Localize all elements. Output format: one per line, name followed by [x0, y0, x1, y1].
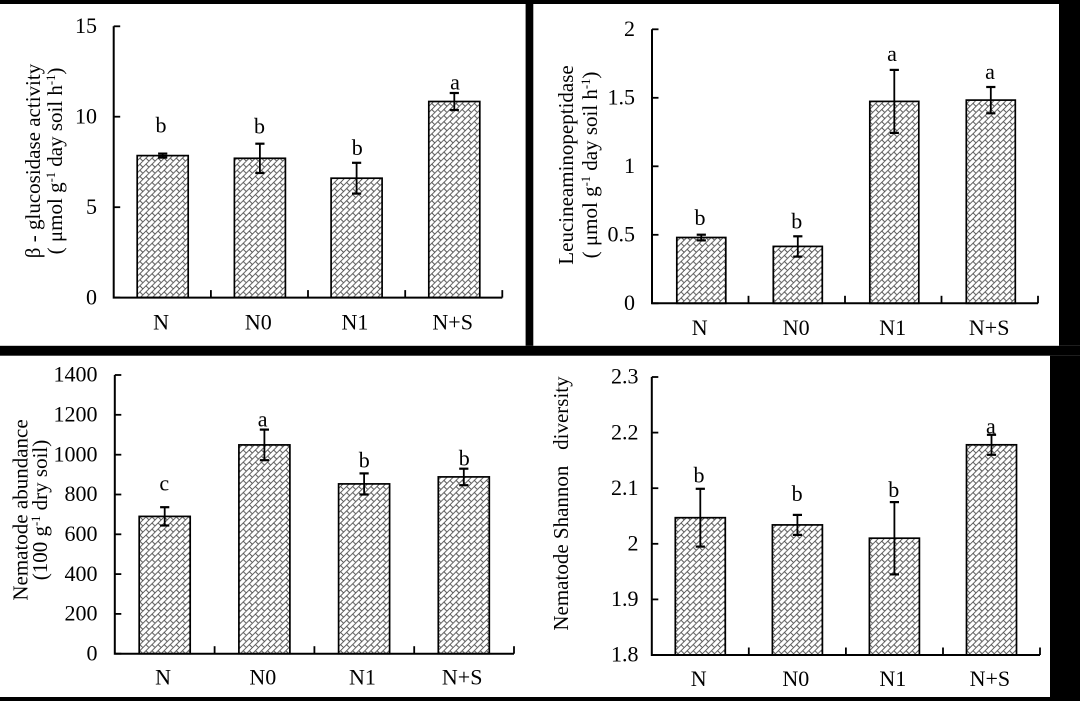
svg-text:N0: N0	[245, 310, 272, 335]
svg-text:N+S: N+S	[970, 666, 1011, 691]
svg-text:1000: 1000	[54, 441, 98, 466]
svg-text:a: a	[985, 59, 995, 84]
svg-text:N: N	[155, 665, 171, 690]
svg-text:N1: N1	[349, 665, 376, 690]
svg-text:0: 0	[86, 284, 97, 309]
svg-text:b: b	[156, 113, 167, 138]
svg-text:a: a	[986, 414, 996, 439]
svg-text:N1: N1	[879, 315, 906, 340]
svg-text:b: b	[694, 463, 705, 488]
svg-text:N+S: N+S	[432, 310, 473, 335]
svg-text:2.3: 2.3	[611, 364, 639, 389]
svg-text:1.5: 1.5	[608, 85, 636, 110]
svg-text:200: 200	[65, 601, 98, 626]
svg-text:(100 g-1 dry soil): (100 g-1 dry soil)	[28, 440, 52, 581]
svg-text:b: b	[254, 114, 265, 139]
svg-text:N+S: N+S	[442, 665, 483, 690]
svg-text:( μmol g-1 day soil h-1): ( μmol g-1 day soil h-1)	[43, 68, 67, 255]
svg-text:1: 1	[624, 153, 635, 178]
svg-text:0: 0	[87, 640, 98, 665]
svg-text:5: 5	[86, 194, 97, 219]
svg-text:b: b	[888, 477, 899, 502]
svg-text:a: a	[258, 407, 268, 432]
svg-text:2: 2	[624, 16, 635, 41]
svg-text:b: b	[791, 209, 802, 234]
svg-text:β - glucosidase activity: β - glucosidase activity	[21, 63, 45, 258]
svg-text:Nematode Shannon diversity: Nematode Shannon diversity	[549, 376, 573, 631]
svg-text:Nematode abundance: Nematode abundance	[9, 419, 33, 600]
svg-text:600: 600	[65, 521, 98, 546]
svg-text:N0: N0	[782, 666, 809, 691]
svg-text:1.9: 1.9	[611, 586, 639, 611]
svg-text:N: N	[691, 666, 707, 691]
svg-text:0: 0	[624, 290, 635, 315]
svg-text:2.1: 2.1	[611, 475, 639, 500]
svg-text:2: 2	[628, 531, 639, 556]
svg-text:1200: 1200	[54, 402, 98, 427]
svg-text:N0: N0	[249, 665, 276, 690]
svg-text:10: 10	[75, 103, 97, 128]
svg-text:N+S: N+S	[969, 315, 1010, 340]
svg-text:Leucineaminopeptidase: Leucineaminopeptidase	[554, 65, 578, 264]
svg-text:a: a	[887, 41, 897, 66]
svg-text:N0: N0	[783, 315, 810, 340]
svg-text:N1: N1	[342, 310, 369, 335]
svg-text:b: b	[792, 481, 803, 506]
svg-text:b: b	[359, 448, 370, 473]
svg-text:1400: 1400	[54, 362, 98, 387]
svg-text:800: 800	[65, 481, 98, 506]
svg-text:b: b	[695, 205, 706, 230]
svg-text:2.2: 2.2	[611, 419, 639, 444]
svg-text:N: N	[692, 315, 708, 340]
svg-text:15: 15	[75, 13, 97, 38]
svg-text:b: b	[352, 135, 363, 160]
svg-text:N1: N1	[879, 666, 906, 691]
svg-text:b: b	[459, 445, 470, 470]
svg-text:400: 400	[65, 561, 98, 586]
svg-text:c: c	[159, 471, 169, 496]
svg-text:1.8: 1.8	[611, 642, 639, 667]
svg-text:a: a	[450, 70, 460, 95]
svg-text:( μmol g-1 day soil h-1): ( μmol g-1 day soil h-1)	[578, 72, 602, 259]
svg-text:N: N	[153, 310, 169, 335]
svg-text:0.5: 0.5	[608, 222, 636, 247]
